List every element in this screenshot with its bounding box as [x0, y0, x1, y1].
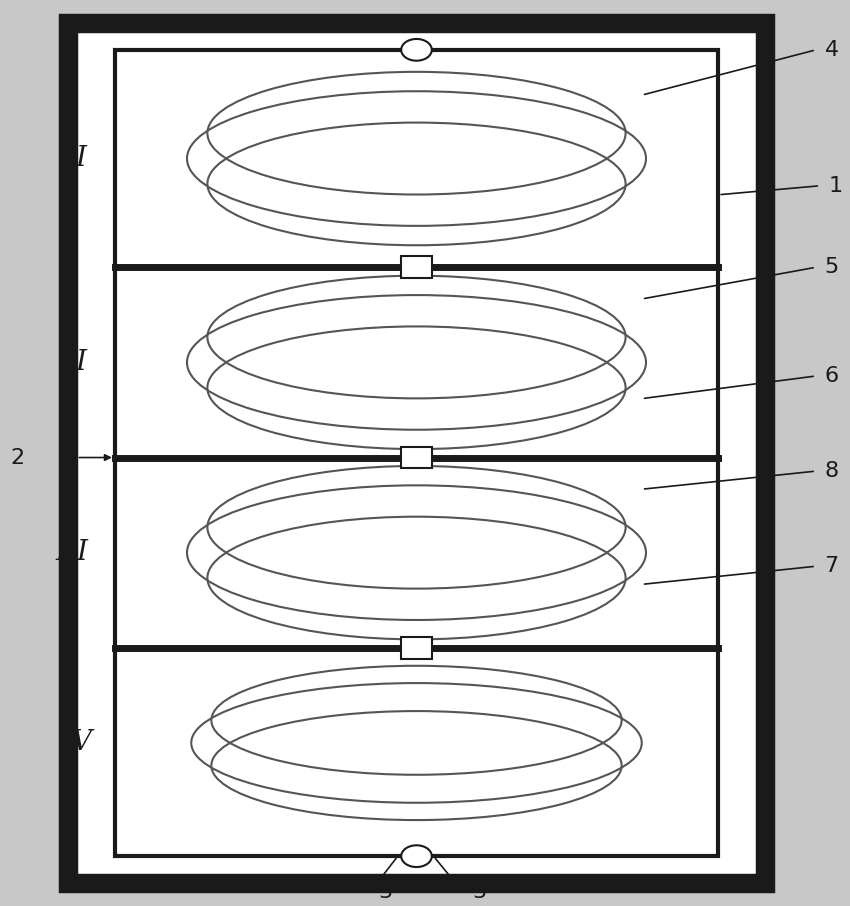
Bar [115, 50, 718, 856]
Text: IV: IV [61, 729, 92, 757]
Bar [401, 447, 432, 468]
Text: I: I [76, 145, 86, 172]
Ellipse shape [401, 39, 432, 61]
Text: 6: 6 [824, 366, 839, 386]
Text: 1: 1 [829, 176, 843, 196]
Ellipse shape [401, 845, 432, 867]
Text: 7: 7 [824, 556, 839, 576]
Text: II: II [65, 349, 88, 376]
Text: 4: 4 [824, 40, 839, 60]
Bar [68, 23, 765, 883]
Text: 5: 5 [824, 257, 839, 277]
Text: 3: 3 [472, 882, 486, 902]
Text: 8: 8 [824, 461, 839, 481]
Bar [401, 256, 432, 278]
Bar [401, 637, 432, 659]
Text: 2: 2 [10, 448, 24, 467]
Text: III: III [56, 539, 88, 566]
Text: 3: 3 [378, 882, 393, 902]
